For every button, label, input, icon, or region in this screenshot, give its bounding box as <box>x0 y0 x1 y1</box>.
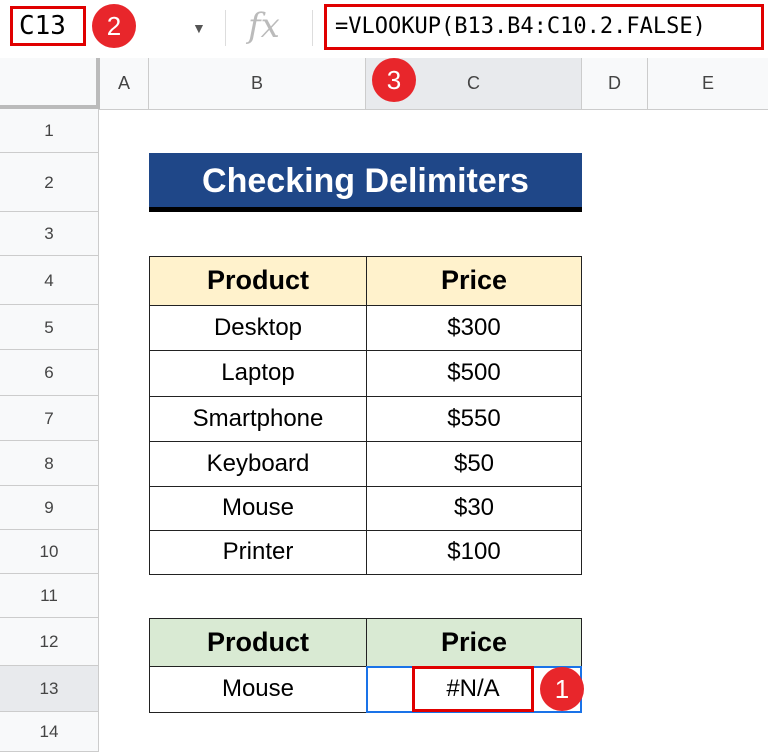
table-cell-product[interactable]: Printer <box>149 530 367 575</box>
table-cell-price[interactable]: $500 <box>366 350 582 397</box>
row-header[interactable]: 4 <box>0 256 99 305</box>
step-badge-1: 1 <box>540 667 584 711</box>
row-header[interactable]: 8 <box>0 441 99 486</box>
table-cell-price[interactable]: $100 <box>366 530 582 575</box>
row-header[interactable]: 7 <box>0 396 99 441</box>
row-header[interactable]: 3 <box>0 212 99 256</box>
lookup-header-product[interactable]: Product <box>149 618 367 667</box>
row-header[interactable]: 6 <box>0 350 99 396</box>
lookup-result-value: #N/A <box>412 666 534 712</box>
row-header[interactable]: 12 <box>0 618 99 666</box>
row-header[interactable]: 10 <box>0 530 99 574</box>
row-header[interactable]: 11 <box>0 574 99 618</box>
table-cell-product[interactable]: Mouse <box>149 486 367 531</box>
table-cell-price[interactable]: $30 <box>366 486 582 531</box>
table-cell-product[interactable]: Laptop <box>149 350 367 397</box>
column-header-d[interactable]: D <box>582 58 648 109</box>
row-header[interactable]: 2 <box>0 153 99 212</box>
table-cell-product[interactable]: Keyboard <box>149 441 367 487</box>
table-cell-product[interactable]: Desktop <box>149 305 367 351</box>
row-header[interactable]: 14 <box>0 712 99 752</box>
column-header-e[interactable]: E <box>701 73 714 93</box>
column-header-a[interactable]: A <box>100 58 149 109</box>
divider <box>225 10 226 46</box>
table-cell-price[interactable]: $50 <box>366 441 582 487</box>
row-header[interactable]: 5 <box>0 305 99 350</box>
divider <box>312 10 313 46</box>
row-header[interactable]: 9 <box>0 486 99 530</box>
table-header-product[interactable]: Product <box>149 256 367 306</box>
fx-icon: fx <box>248 6 280 46</box>
formula-toolbar: C13 2 ▼ fx =VLOOKUP(B13.B4:C10.2.FALSE) <box>0 0 768 59</box>
column-header-b[interactable]: B <box>149 58 366 109</box>
row-header[interactable]: 1 <box>0 109 99 153</box>
lookup-header-price[interactable]: Price <box>366 618 582 667</box>
chevron-down-icon[interactable]: ▼ <box>192 20 206 36</box>
step-badge-3: 3 <box>372 58 416 102</box>
step-badge-2: 2 <box>92 4 136 48</box>
formula-input[interactable]: =VLOOKUP(B13.B4:C10.2.FALSE) <box>324 4 764 50</box>
sheet-title: Checking Delimiters <box>149 153 582 212</box>
table-header-price[interactable]: Price <box>366 256 582 306</box>
table-cell-product[interactable]: Smartphone <box>149 396 367 442</box>
name-box[interactable]: C13 <box>10 6 86 46</box>
lookup-product-cell[interactable]: Mouse <box>149 666 367 713</box>
row-header[interactable]: 13 <box>0 666 99 712</box>
table-cell-price[interactable]: $550 <box>366 396 582 442</box>
select-all-corner[interactable] <box>0 58 100 109</box>
table-cell-price[interactable]: $300 <box>366 305 582 351</box>
